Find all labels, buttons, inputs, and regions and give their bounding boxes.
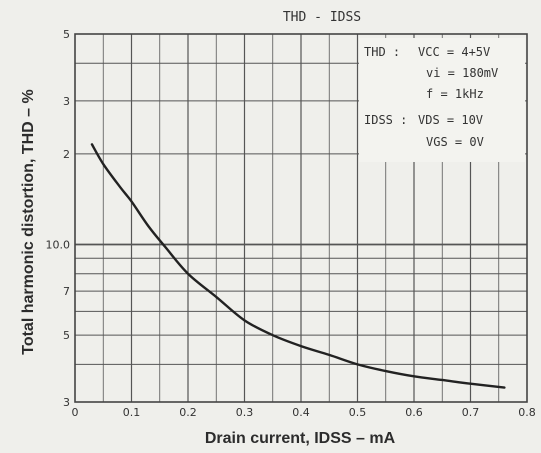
y-tick-label: 3: [63, 95, 70, 108]
annotation-vcc: VCC = 4+5V: [418, 45, 490, 59]
x-tick-label: 0.2: [179, 406, 197, 419]
x-tick-label: 0: [72, 406, 79, 419]
conditions-box: [359, 38, 525, 162]
conditions-annotation: THD : VCC = 4+5V vi = 180mV f = 1kHz IDS…: [359, 38, 525, 162]
y-tick-label: 10.0: [46, 239, 71, 252]
y-tick-label: 2: [63, 148, 70, 161]
x-tick-label: 0.5: [349, 406, 367, 419]
annotation-freq: f = 1kHz: [426, 87, 484, 101]
x-axis-label: Drain current, IDSS – mA: [205, 430, 396, 447]
x-tick-label: 0.6: [405, 406, 423, 419]
plot-frame: [74, 33, 528, 403]
x-tick-label: 0.7: [462, 406, 480, 419]
annotation-vgs: VGS = 0V: [426, 135, 484, 149]
y-tick-label: 3: [63, 396, 70, 409]
y-tick-label: 5: [63, 329, 70, 342]
chart-title: THD - IDSS: [283, 10, 361, 25]
annotation-idss-label: IDSS :: [364, 113, 407, 127]
y-tick-label: 5: [63, 28, 70, 41]
x-tick-label: 0.4: [292, 406, 310, 419]
annotation-thd-label: THD :: [364, 45, 400, 59]
y-tick-label: 7: [63, 285, 70, 298]
annotation-vds: VDS = 10V: [418, 113, 483, 127]
y-tick-labels: 3 5 7 10.0 2 3 5: [46, 28, 71, 409]
x-tick-labels: 0 0.1 0.2 0.3 0.4 0.5 0.6 0.7 0.8: [72, 406, 536, 419]
x-tick-label: 0.1: [123, 406, 141, 419]
series-line-thd: [90, 143, 506, 389]
y-axis-label: Total harmonic distortion, THD – %: [20, 89, 37, 355]
annotation-vi: vi = 180mV: [426, 66, 498, 80]
x-tick-label: 0.3: [236, 406, 254, 419]
x-tick-label: 0.8: [518, 406, 536, 419]
